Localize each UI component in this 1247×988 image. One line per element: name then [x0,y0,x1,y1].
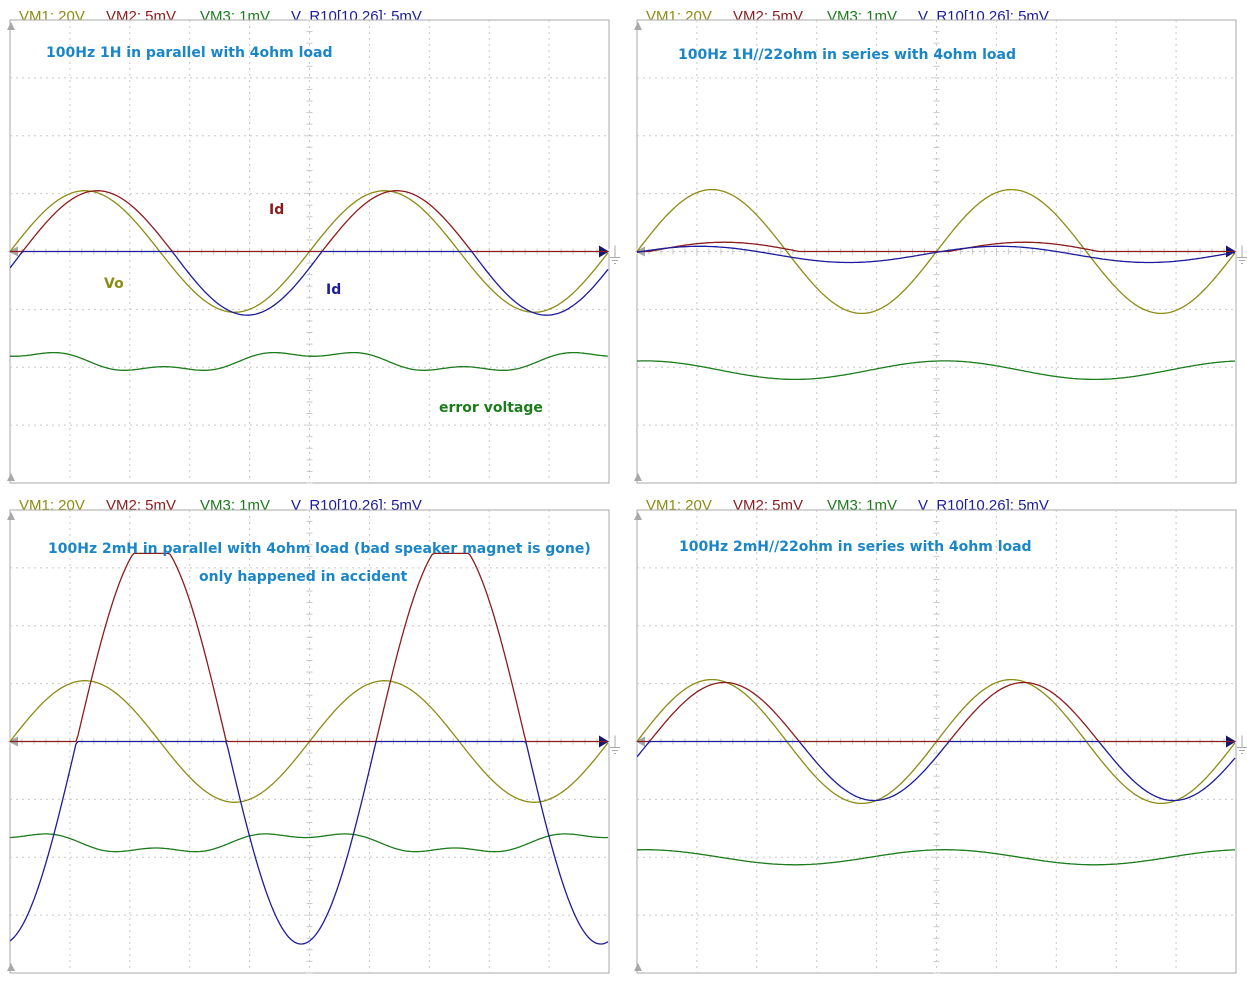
panel-annotation: 100Hz 1H in parallel with 4ohm load [46,45,332,61]
trace-vm3 [637,360,1235,381]
panel-annotation: 100Hz 2mH in parallel with 4ohm load (ba… [48,541,591,557]
scope-panel-4: VM1: 20V VM2: 5mV VM3: 1mV V_R10[10,26]: 5m… [634,497,1247,974]
trace-label: Id [269,202,284,218]
top-marker-icon [634,22,642,30]
trace-vm2 [637,241,1235,253]
ground-icon [610,735,620,754]
trace-v-r10-10-26- [10,250,609,316]
trace-v-r10-10-26- [10,740,609,945]
bottom-marker-icon [634,963,642,971]
top-marker-icon [634,512,642,520]
trace-label: Id [326,282,341,298]
top-marker-icon [7,512,15,520]
trace-vm2 [10,190,608,253]
bottom-marker-icon [634,473,642,481]
top-marker-icon [7,22,15,30]
trace-v-r10-10-26- [637,245,1236,264]
ground-icon [1237,735,1247,754]
bottom-marker-icon [7,473,15,481]
grid [10,20,609,483]
trace-vm3 [10,351,609,371]
scope-panel-2: VM1: 20V VM2: 5mV VM3: 1mV V_R10[10,26]: 5m… [634,8,1247,484]
scope-panel-1: VM1: 20V VM2: 5mV VM3: 1mV V_R10[10,26]: 5m… [7,8,620,484]
trace-vm3 [10,833,609,853]
trace-vm3 [637,849,1235,866]
trace-label: error voltage [439,400,543,416]
trace-label: Vo [104,276,124,292]
scope-panel-3: VM1: 20V VM2: 5mV VM3: 1mV V_R10[10,26]: 5m… [7,497,620,974]
ground-icon [610,245,620,264]
grid [637,20,1236,483]
panel-annotation: 100Hz 2mH//22ohm in series with 4ohm loa… [679,539,1032,555]
trace-vm2 [10,552,608,743]
bottom-marker-icon [7,963,15,971]
trace-vm2 [637,681,1235,743]
ground-icon [1237,245,1247,264]
panel-annotation: 100Hz 1H//22ohm in series with 4ohm load [678,47,1016,63]
panel-annotation: only happened in accident [199,569,408,585]
trace-v-r10-10-26- [637,740,1236,802]
